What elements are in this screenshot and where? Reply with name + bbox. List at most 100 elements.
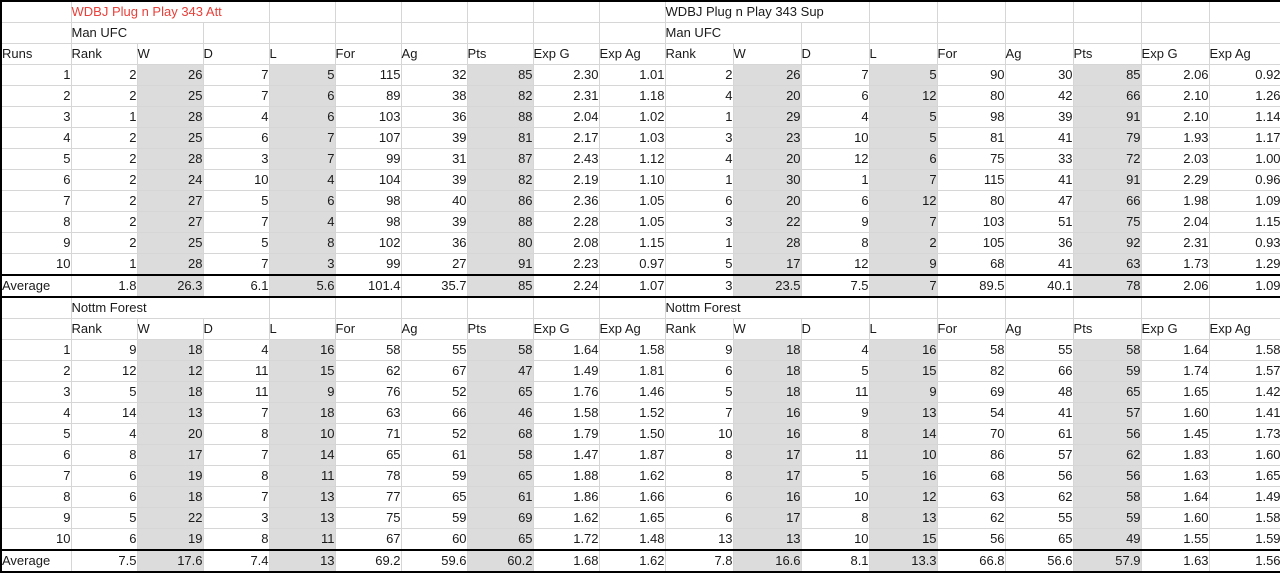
cell[interactable]: 5 — [269, 64, 336, 86]
cell[interactable]: 17 — [733, 465, 802, 487]
cell[interactable]: 70 — [937, 423, 1006, 445]
column-header[interactable]: Rank — [71, 43, 138, 65]
cell[interactable]: 12 — [71, 360, 138, 382]
run-number[interactable]: 1 — [0, 339, 72, 361]
column-header[interactable]: Rank — [71, 318, 138, 340]
cell[interactable]: 1 — [665, 232, 734, 254]
cell[interactable]: 3 — [665, 127, 734, 149]
cell[interactable]: 7 — [869, 169, 938, 191]
column-header[interactable]: Ag — [401, 43, 468, 65]
cell[interactable]: 2.17 — [533, 127, 600, 149]
cell[interactable]: 1.15 — [599, 232, 666, 254]
cell[interactable]: 1.02 — [599, 106, 666, 128]
cell[interactable]: 35.7 — [401, 274, 468, 298]
cell[interactable] — [533, 0, 600, 23]
cell[interactable]: 1.64 — [533, 339, 600, 361]
runs-header[interactable] — [0, 318, 72, 340]
cell[interactable]: 1.73 — [1141, 253, 1210, 276]
cell[interactable]: 25 — [137, 127, 204, 149]
column-header[interactable]: Exp G — [1141, 318, 1210, 340]
column-header[interactable]: L — [869, 43, 938, 65]
team-name[interactable]: Man UFC — [665, 22, 802, 44]
cell[interactable]: 1.59 — [1209, 528, 1280, 551]
cell[interactable]: 2.04 — [533, 106, 600, 128]
cell[interactable]: 68 — [937, 465, 1006, 487]
cell[interactable]: 1.03 — [599, 127, 666, 149]
cell[interactable]: 6 — [269, 85, 336, 107]
cell[interactable]: 67 — [401, 360, 468, 382]
cell[interactable]: 2.31 — [533, 85, 600, 107]
cell[interactable]: 1.56 — [1209, 549, 1280, 573]
cell[interactable]: 72 — [1073, 148, 1142, 170]
cell[interactable]: 2 — [869, 232, 938, 254]
cell[interactable]: 59 — [1073, 507, 1142, 529]
cell[interactable]: 7 — [203, 402, 270, 424]
cell[interactable]: 31 — [401, 148, 468, 170]
cell[interactable]: 98 — [937, 106, 1006, 128]
column-header[interactable]: D — [203, 318, 270, 340]
cell[interactable]: 4 — [203, 106, 270, 128]
cell[interactable] — [467, 297, 534, 319]
cell[interactable]: 1.73 — [1209, 423, 1280, 445]
cell[interactable]: 1.64 — [1141, 339, 1210, 361]
run-number[interactable]: 7 — [0, 465, 72, 487]
cell[interactable]: 28 — [733, 232, 802, 254]
cell[interactable]: 9 — [801, 211, 870, 233]
cell[interactable]: 10 — [801, 486, 870, 508]
cell[interactable]: 65 — [467, 528, 534, 551]
cell[interactable]: 19 — [137, 528, 204, 551]
cell[interactable]: 79 — [1073, 127, 1142, 149]
column-header[interactable]: L — [269, 318, 336, 340]
cell[interactable]: 22 — [137, 507, 204, 529]
cell[interactable]: 1 — [71, 106, 138, 128]
cell[interactable]: 2.29 — [1141, 169, 1210, 191]
column-header[interactable]: W — [733, 318, 802, 340]
cell[interactable]: 13 — [733, 528, 802, 551]
column-header[interactable]: Pts — [467, 318, 534, 340]
cell[interactable]: 9 — [869, 381, 938, 403]
cell[interactable] — [1141, 297, 1210, 319]
cell[interactable]: 10 — [665, 423, 734, 445]
cell[interactable] — [1141, 0, 1210, 23]
cell[interactable]: 4 — [203, 339, 270, 361]
cell[interactable]: 2.06 — [1141, 64, 1210, 86]
cell[interactable]: 1.10 — [599, 169, 666, 191]
cell[interactable]: 66 — [1073, 85, 1142, 107]
cell[interactable]: 11 — [801, 381, 870, 403]
cell[interactable] — [1209, 0, 1280, 23]
cell[interactable]: 2 — [71, 148, 138, 170]
cell[interactable]: 1.46 — [599, 381, 666, 403]
cell[interactable]: 66 — [401, 402, 468, 424]
cell[interactable]: 23 — [733, 127, 802, 149]
cell[interactable]: 66.8 — [937, 549, 1006, 573]
cell[interactable]: 5 — [869, 127, 938, 149]
cell[interactable]: 41 — [1005, 253, 1074, 276]
column-header[interactable]: Exp G — [533, 43, 600, 65]
cell[interactable]: 14 — [71, 402, 138, 424]
run-number[interactable]: 5 — [0, 423, 72, 445]
cell[interactable]: 78 — [1073, 274, 1142, 298]
cell[interactable]: 12 — [801, 148, 870, 170]
cell[interactable]: 3 — [269, 253, 336, 276]
cell[interactable]: 8 — [71, 444, 138, 466]
column-header[interactable]: Exp Ag — [599, 43, 666, 65]
cell[interactable]: 69.2 — [335, 549, 402, 573]
column-header[interactable]: For — [335, 318, 402, 340]
run-number[interactable]: 1 — [0, 64, 72, 86]
cell[interactable]: 4 — [801, 339, 870, 361]
cell[interactable]: 1.57 — [1209, 360, 1280, 382]
cell[interactable]: 12 — [869, 486, 938, 508]
cell[interactable]: 39 — [401, 169, 468, 191]
run-number[interactable]: 8 — [0, 211, 72, 233]
cell[interactable]: 75 — [1073, 211, 1142, 233]
cell[interactable]: 82 — [937, 360, 1006, 382]
cell[interactable]: 12 — [869, 190, 938, 212]
cell[interactable]: 2.24 — [533, 274, 600, 298]
cell[interactable]: 1.58 — [1209, 339, 1280, 361]
cell[interactable]: 4 — [269, 169, 336, 191]
cell[interactable] — [533, 22, 600, 44]
cell[interactable]: 1.09 — [1209, 190, 1280, 212]
column-header[interactable]: For — [937, 43, 1006, 65]
cell[interactable]: 58 — [1073, 486, 1142, 508]
cell[interactable]: 14 — [869, 423, 938, 445]
